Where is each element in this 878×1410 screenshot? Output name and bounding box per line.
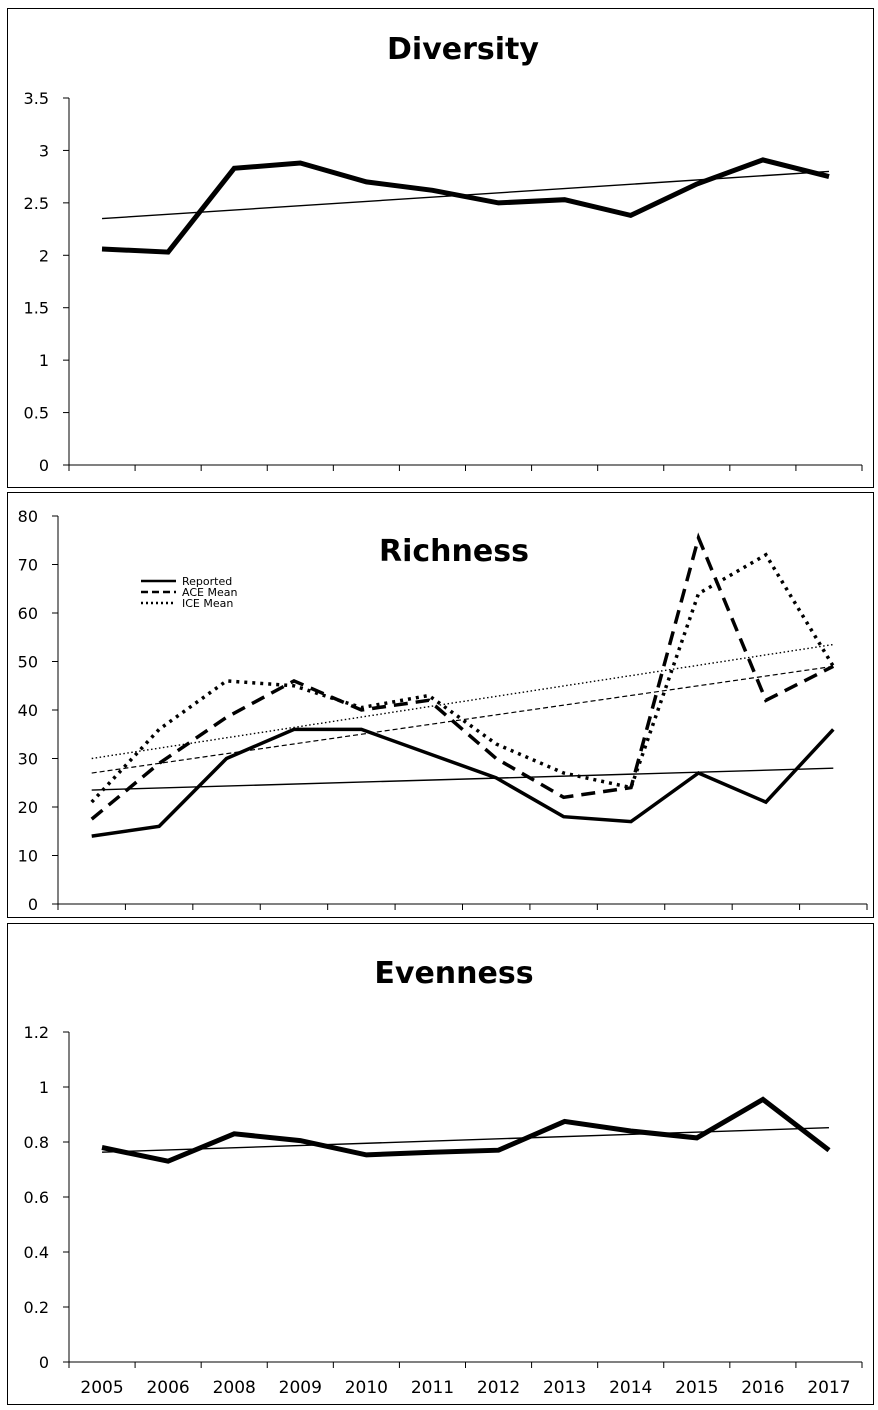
y-tick-label: 1.2 [24,1023,49,1042]
x-tick-label: 2016 [741,1378,784,1398]
x-tick-label: 2010 [345,1378,388,1398]
y-tick-label: 3 [39,141,49,160]
x-tick-label: 2006 [146,1378,189,1398]
richness-chart-panel: Richness 0 10 20 30 40 50 60 70 80 Reported ACE Mea… [7,492,874,918]
diversity-chart-panel: Diversity 0 0.5 1 1.5 2 2.5 3 3.5 [7,8,874,488]
y-tick-label: 20 [18,798,38,817]
y-tick-label: 0 [39,456,49,475]
legend-label: ACE Mean [182,586,237,599]
chart-title: Diversity [387,32,539,67]
x-tick-label: 2013 [543,1378,586,1398]
x-tick-label: 2011 [411,1378,454,1398]
legend-label: Reported [182,575,232,588]
x-tick-label: 2014 [609,1378,652,1398]
x-tick-label: 2012 [477,1378,520,1398]
y-tick-label: 1 [39,351,49,370]
y-tick-label: 2 [39,246,49,265]
series-line [101,1096,831,1164]
trendline-0 [91,767,834,791]
y-tick-label: 0.6 [24,1188,49,1207]
diversity-chart: Diversity 0 0.5 1 1.5 2 2.5 3 3.5 [24,32,863,475]
trendline-1 [91,665,834,774]
y-tick-label: 1 [39,1078,49,1097]
y-tick-label: 80 [18,507,38,526]
y-tick-label: 0.8 [24,1133,49,1152]
evenness-chart-panel: Evenness 0 0.2 0.4 0.6 0.8 1 1.2 2005 2006 2008 200… [7,923,874,1405]
y-tick-label: 70 [18,556,38,575]
y-tick-label: 1.5 [24,299,49,318]
y-tick-label: 0.2 [24,1298,49,1317]
trendline-2 [91,643,834,760]
y-tick-label: 0 [28,895,38,914]
x-tick-label: 2005 [80,1378,123,1398]
series-ice-mean [90,552,835,804]
x-tick-label: 2015 [675,1378,718,1398]
x-tick-label: 2008 [213,1378,256,1398]
y-tick-label: 10 [18,847,38,866]
x-tick-label: 2009 [279,1378,322,1398]
y-tick-label: 3.5 [24,89,49,108]
series-reported [91,727,835,838]
series-line [101,157,830,255]
y-tick-label: 0.4 [24,1243,49,1262]
y-tick-label: 40 [18,701,38,720]
legend-label: ICE Mean [182,597,233,610]
y-tick-label: 0 [39,1353,49,1372]
y-tick-label: 0.5 [24,404,49,423]
series-ace-mean [90,532,835,821]
chart-title: Evenness [374,956,533,991]
x-tick-label: 2017 [807,1378,850,1398]
y-tick-label: 50 [18,653,38,672]
y-tick-label: 60 [18,604,38,623]
y-tick-label: 30 [18,750,38,769]
chart-title: Richness [379,534,529,569]
trendline-0 [102,1127,829,1153]
y-tick-label: 2.5 [24,194,49,213]
evenness-chart: Evenness 0 0.2 0.4 0.6 0.8 1 1.2 2005 2006 2008 200… [24,956,863,1398]
